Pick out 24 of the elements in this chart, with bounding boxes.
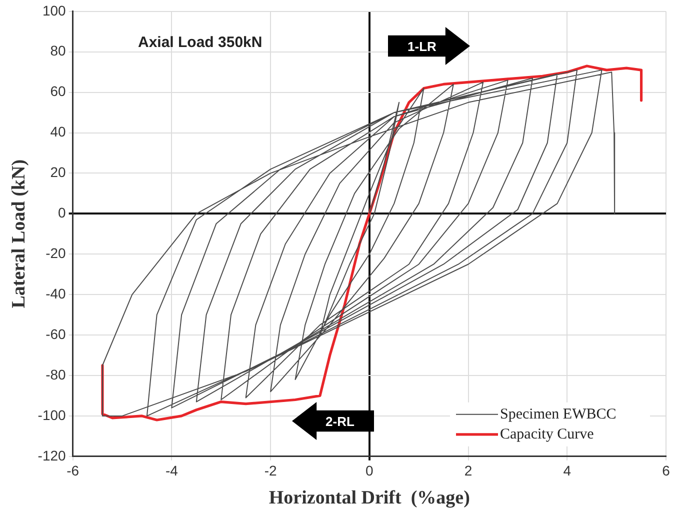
x-tick-label: 6: [662, 462, 670, 479]
y-tick-label: 20: [50, 164, 66, 180]
y-axis-title: Lateral Load (kN): [8, 159, 30, 308]
y-tick-label: 40: [50, 124, 66, 140]
y-tick-label: -60: [46, 326, 66, 342]
y-tick-label: -80: [46, 366, 66, 382]
x-tick-label: -4: [165, 462, 178, 479]
legend-label: Specimen EWBCC: [500, 406, 616, 422]
y-tick-label: -120: [38, 447, 66, 464]
annotation: Axial Load 350kN: [138, 34, 262, 51]
y-tick-label: -100: [38, 406, 66, 423]
x-axis-title: Horizontal Drift (%age): [268, 488, 470, 509]
x-tick-label: -2: [264, 462, 277, 479]
x-tick-label: 2: [464, 462, 472, 479]
y-tick-label: 80: [50, 42, 66, 59]
y-tick-label: 60: [50, 83, 66, 100]
legend-label: Capacity Curve: [500, 426, 594, 442]
y-tick-label: 100: [42, 2, 66, 18]
y-tick-label: -40: [46, 285, 66, 302]
x-tick-label: 4: [563, 462, 572, 479]
y-tick-label: -20: [46, 244, 66, 261]
x-tick-label: -6: [66, 462, 80, 479]
x-tick-label: 0: [366, 462, 374, 479]
y-tick-label: 0: [58, 204, 66, 221]
